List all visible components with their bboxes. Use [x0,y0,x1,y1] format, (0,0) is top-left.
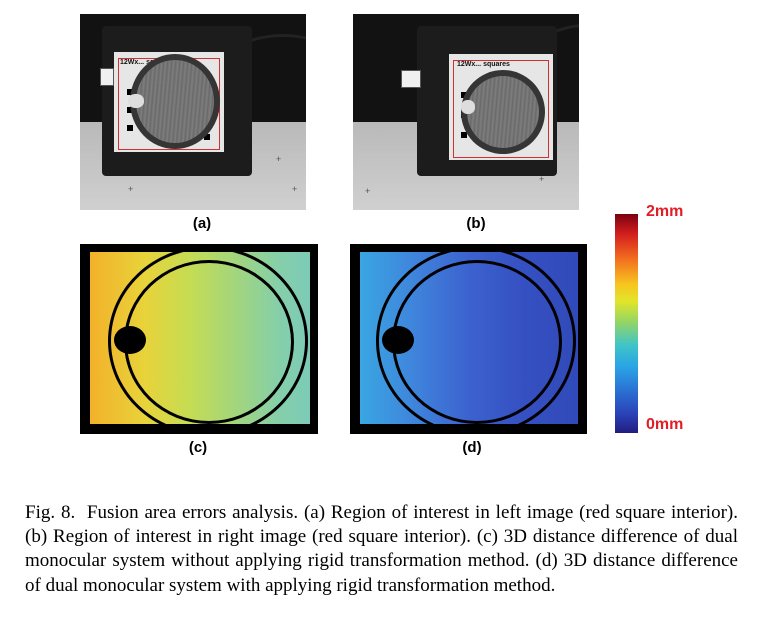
panel-label-d: (d) [462,439,482,456]
slot [382,326,414,354]
disc-notch [128,94,144,108]
figure-caption: Fig. 8. Fusion area errors analysis. (a)… [25,501,738,598]
floor-mark: + [128,184,134,194]
panel-label-b: (b) [466,215,486,232]
light-block [100,68,114,86]
floor-mark: + [276,154,282,164]
light-block [401,70,421,88]
colorbar-max-label: 2mm [646,203,684,220]
board-text: 12Wx... squares [120,59,173,66]
colorbar [615,214,638,433]
board-text: 12Wx... squares [457,61,510,68]
panel-label-a: (a) [192,215,212,232]
outer-ring [376,246,576,434]
error-map-with-rigid-transform [350,244,587,434]
floor-mark: + [292,184,298,194]
floor-mark: + [539,174,545,184]
inner-ring [392,260,562,424]
disc-notch [461,100,475,114]
slot [114,326,146,354]
photo-right-image: 12Wx... squares + + [353,14,579,210]
panel-label-c: (c) [188,439,208,456]
disc [467,76,539,148]
error-map-without-rigid-transform [80,244,318,434]
colorbar-min-label: 0mm [646,416,684,433]
roi-red-square [453,60,549,158]
disc [136,60,214,143]
outer-ring [108,246,308,434]
board-square [461,132,467,138]
inner-ring [124,260,294,424]
board-square [204,134,210,140]
caption-prefix: Fig. 8. [25,502,76,523]
floor-mark: + [365,186,371,196]
caption-text: Fusion area errors analysis. (a) Region … [25,502,738,596]
photo-left-image: 12Wx... squares + + + [80,14,306,210]
board-square [127,125,133,131]
